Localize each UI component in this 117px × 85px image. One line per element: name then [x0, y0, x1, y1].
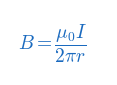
Text: $B = \dfrac{\mu_0 I}{2\pi r}$: $B = \dfrac{\mu_0 I}{2\pi r}$: [18, 23, 87, 65]
